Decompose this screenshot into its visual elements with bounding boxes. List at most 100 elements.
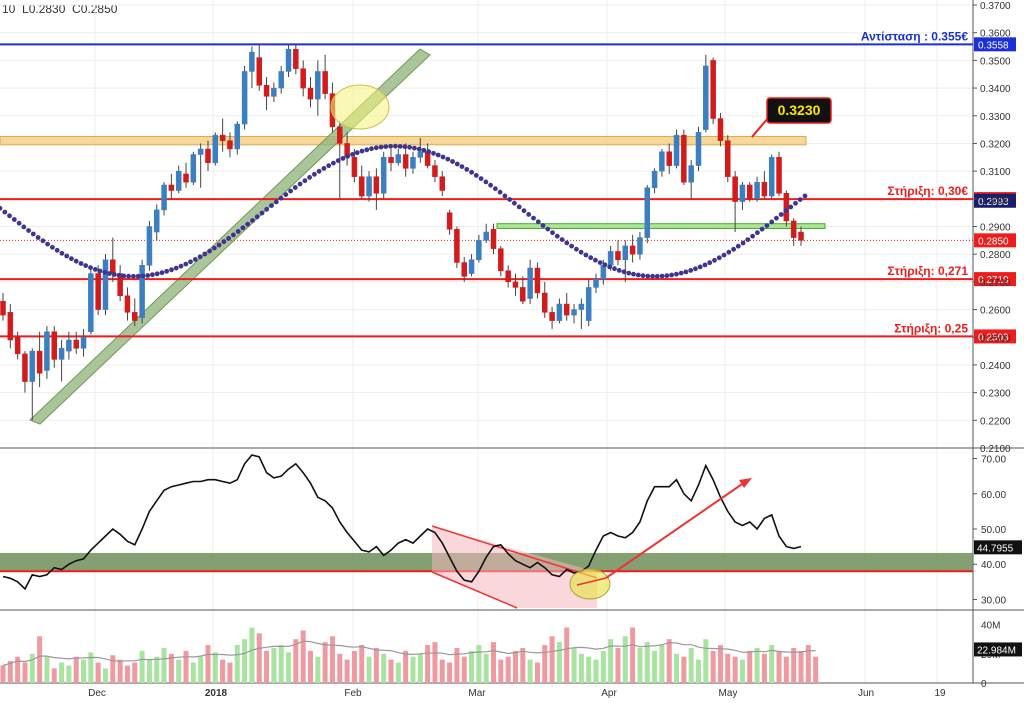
volume-bar — [344, 659, 350, 683]
price-tick-label: 0.2300 — [980, 389, 1011, 400]
volume-bar — [732, 656, 738, 683]
time-label: Jun — [858, 688, 874, 699]
ma-point — [459, 164, 465, 170]
volume-bar — [461, 656, 467, 683]
volume-bar — [491, 642, 497, 683]
price-tick-label: 0.3700 — [980, 1, 1011, 12]
ma-point — [183, 261, 189, 267]
ma-point — [588, 255, 594, 261]
volume-bar — [791, 647, 797, 683]
volume-bar — [15, 656, 21, 683]
candle — [454, 229, 460, 263]
ma-point — [16, 220, 22, 226]
candle — [710, 60, 716, 119]
candle — [132, 312, 138, 321]
volume-bar — [483, 653, 489, 683]
volume-bar — [776, 650, 782, 683]
volume-bar — [293, 639, 299, 683]
volume-bar — [124, 665, 130, 683]
rsi-channel-line — [431, 525, 598, 579]
candle — [256, 57, 262, 86]
price-tick-label: 0.3400 — [980, 84, 1011, 95]
price-tick-label: 0.3500 — [980, 56, 1011, 67]
ma-point — [397, 144, 403, 149]
candle — [205, 148, 211, 164]
price-tag — [974, 233, 1016, 248]
volume-bar — [154, 656, 160, 683]
candle — [212, 134, 219, 164]
volume-bar — [381, 653, 387, 683]
candle — [263, 85, 270, 97]
volume-bar — [425, 645, 431, 683]
ma-point — [616, 268, 622, 273]
ma-point — [483, 179, 489, 185]
candle — [483, 231, 489, 241]
candle — [432, 165, 438, 177]
candle — [307, 87, 314, 100]
candle — [527, 267, 533, 299]
volume-bar — [37, 636, 43, 683]
candle — [73, 339, 79, 349]
volume-bar — [227, 662, 233, 683]
volume-bar — [666, 639, 672, 683]
volume-bar — [696, 659, 702, 683]
ma-point — [202, 251, 208, 257]
ma-point — [2, 209, 8, 215]
ma-point — [235, 229, 241, 234]
candle — [673, 134, 680, 166]
volume-bar — [725, 653, 731, 683]
ma-point — [526, 212, 532, 217]
volume-bars — [0, 627, 819, 683]
candle — [615, 251, 621, 260]
candle — [542, 292, 548, 313]
volume-bar — [22, 662, 28, 683]
price-tag-label: 0.2850 — [978, 236, 1009, 247]
ma-point — [559, 237, 565, 243]
candle — [607, 251, 614, 266]
volume-bar — [703, 639, 709, 683]
candle — [783, 193, 790, 222]
candle — [278, 71, 284, 89]
candle — [410, 157, 416, 169]
ma-point — [702, 262, 708, 268]
ma-point — [759, 226, 765, 232]
volume-bar — [359, 645, 365, 683]
ma-point — [69, 256, 74, 262]
ma-point — [721, 252, 727, 258]
candle — [600, 265, 607, 280]
candle — [322, 71, 328, 94]
ma-point — [612, 266, 617, 272]
ma-point — [393, 143, 398, 149]
candle — [659, 151, 665, 172]
ma-point — [402, 144, 408, 150]
volume-bar — [630, 627, 636, 683]
ma-point — [173, 265, 179, 271]
volume-bar — [256, 633, 262, 683]
candle — [417, 151, 424, 158]
candle — [747, 184, 753, 200]
ma-point — [245, 221, 251, 227]
candle — [754, 181, 760, 200]
volume-bar — [300, 630, 306, 683]
volume-bar — [637, 647, 643, 683]
price-tick-label: 0.2500 — [980, 333, 1011, 344]
ma-point — [493, 186, 498, 192]
ma-point — [707, 260, 713, 266]
ma-point — [369, 146, 374, 152]
candle — [51, 331, 57, 360]
volume-bar — [476, 645, 482, 683]
candle — [395, 154, 402, 164]
ma-point — [797, 197, 803, 203]
candle — [234, 123, 241, 150]
price-tick-label: 0.2600 — [980, 306, 1011, 317]
volume-bar — [769, 645, 775, 683]
time-label: 2018 — [205, 688, 228, 699]
ma-point — [740, 240, 746, 246]
ma-point — [326, 163, 332, 169]
candle — [520, 287, 526, 302]
candle — [351, 157, 358, 177]
volume-bar — [417, 653, 423, 683]
volume-bar — [432, 642, 438, 683]
callout-pointer — [751, 117, 769, 138]
